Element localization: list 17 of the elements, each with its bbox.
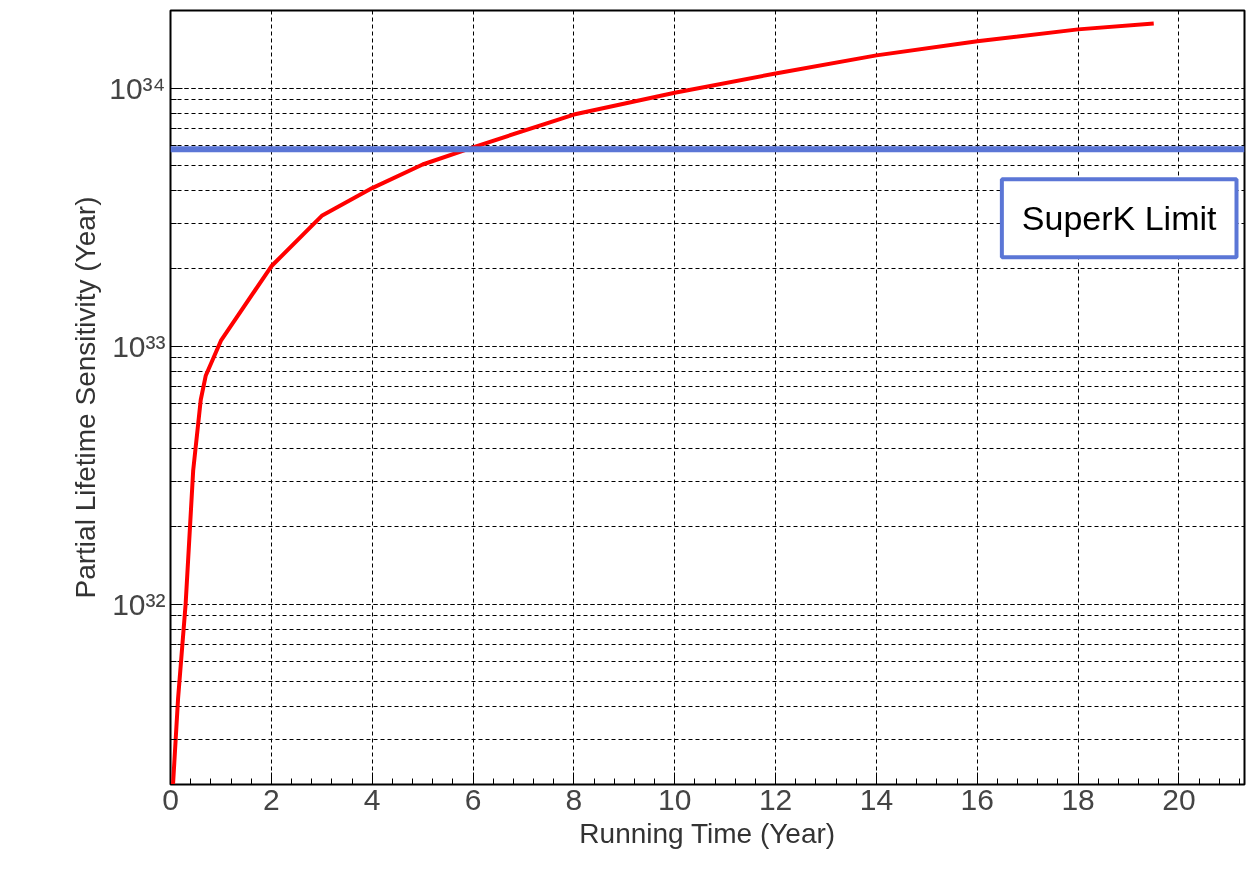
x-tick-label: 12 bbox=[758, 782, 793, 816]
x-tick-label: 8 bbox=[565, 782, 583, 816]
x-tick-label: 18 bbox=[1061, 782, 1095, 816]
y-tick-label: 10³⁴ bbox=[109, 71, 166, 105]
y-tick-label: 10³² bbox=[112, 587, 166, 621]
x-tick-label: 0 bbox=[162, 782, 179, 816]
x-tick-label: 20 bbox=[1162, 782, 1196, 816]
y-tick-label: 10³³ bbox=[112, 329, 166, 363]
x-tick-label: 10 bbox=[658, 782, 692, 816]
y-axis-title: Partial Lifetime Sensitivity (Year) bbox=[70, 196, 102, 599]
x-tick-label: 14 bbox=[859, 782, 894, 816]
x-tick-label: 16 bbox=[960, 782, 994, 816]
x-axis-title: Running Time (Year) bbox=[579, 817, 836, 849]
x-tick-label: 4 bbox=[363, 782, 381, 816]
ref-line-label: SuperK Limit bbox=[1021, 199, 1218, 238]
x-tick-label: 2 bbox=[263, 782, 280, 816]
x-tick-label: 6 bbox=[464, 782, 482, 816]
